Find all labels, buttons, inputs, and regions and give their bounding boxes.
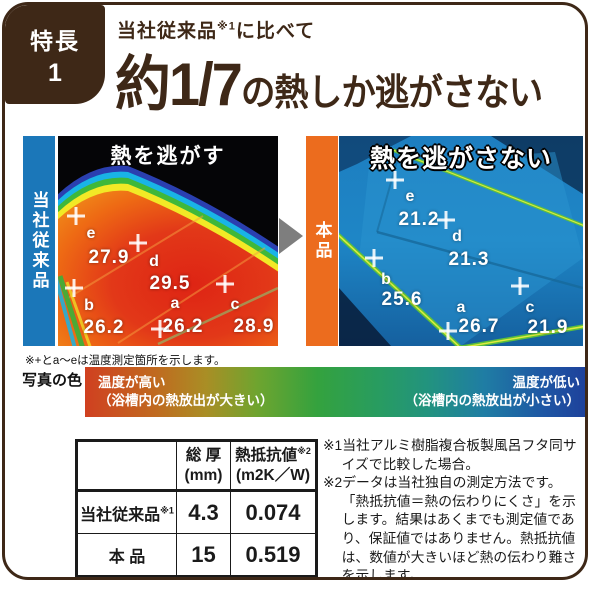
subtitle-footnote-mark: ※1 xyxy=(217,20,236,33)
thermal-image-product: 熱を逃がさない e 21.2 d 21.3 b 25.6 a 26.7 c 21… xyxy=(339,136,583,346)
measure-label: b xyxy=(84,297,94,314)
header-subtitle: 当社従来品※1に比べて xyxy=(117,16,315,43)
spec-product-name: 本 品 xyxy=(76,533,177,577)
legend-hot-line1: 温度が高い xyxy=(98,374,166,390)
measure-value: 28.9 xyxy=(233,316,275,337)
spec-conventional-resistance: 0.074 xyxy=(230,490,317,534)
spec-product-resistance: 0.519 xyxy=(230,533,317,577)
measure-cross-b xyxy=(365,249,383,267)
thermal-conventional-graphic xyxy=(58,136,278,346)
spec-table: 総 厚 (mm) 熱抵抗値※2 (m2K／W) 当社従来品※1 4.3 0.074 … xyxy=(75,439,318,577)
spec-conventional-thickness: 4.3 xyxy=(176,490,231,534)
footnotes: ※1当社アルミ樹脂複合板製風呂フタ同サイズで比較した場合。 ※2データは当社独自… xyxy=(323,437,579,580)
measure-cross-a xyxy=(439,322,457,340)
measure-value: 29.5 xyxy=(149,273,191,294)
title-tail: の熱しか逃がさない xyxy=(240,72,543,113)
measure-value: 26.7 xyxy=(458,316,500,337)
feature-badge-text: 特長 xyxy=(30,27,80,54)
measure-label: e xyxy=(86,225,96,242)
spec-header-thickness: 総 厚 (mm) xyxy=(176,440,231,492)
measure-label: e xyxy=(405,188,415,205)
measure-label: c xyxy=(230,296,240,313)
measure-cross-e xyxy=(386,171,404,189)
legend-cold-line2: （浴槽内の熱放出が小さい） xyxy=(404,393,581,408)
product-side-bar: 本品 xyxy=(306,136,338,346)
measure-label: d xyxy=(452,228,462,245)
arrow-right-icon xyxy=(279,218,303,254)
conventional-side-label: 当社従来品 xyxy=(29,191,49,291)
spec-conventional-name: 当社従来品※1 xyxy=(76,490,177,534)
measure-value: 21.3 xyxy=(448,249,490,270)
legend-cold-line1: 温度が低い xyxy=(512,374,581,390)
spec-header-resistance: 熱抵抗値※2 (m2K／W) xyxy=(230,440,317,492)
spec-row-product: 本 品 15 0.519 xyxy=(76,533,317,577)
conventional-side-bar: 当社従来品 xyxy=(23,136,55,346)
measure-cross-d xyxy=(129,234,147,252)
measure-value: 26.2 xyxy=(83,317,125,338)
subtitle-tail: に比べて xyxy=(235,21,316,42)
thermal-product-graphic xyxy=(339,136,583,346)
measurement-note: ※+とa〜eは温度測定箇所を示します。 xyxy=(25,355,226,367)
legend-cold-text: 温度が低い （浴槽内の熱放出が小さい） xyxy=(404,374,586,410)
product-side-label: 本品 xyxy=(312,221,332,261)
legend-hot-line2: （浴槽内の熱放出が大きい） xyxy=(98,393,274,408)
measure-cross-c xyxy=(511,277,529,295)
temperature-gradient-legend: 温度が高い （浴槽内の熱放出が大きい） 温度が低い （浴槽内の熱放出が小さい） xyxy=(85,367,586,417)
feature-badge-number: 1 xyxy=(48,58,62,87)
measure-label: b xyxy=(381,271,391,288)
measure-label: a xyxy=(456,299,466,316)
measure-value: 21.9 xyxy=(527,317,569,338)
feature-badge: 特長 1 xyxy=(5,5,105,104)
measure-value: 26.2 xyxy=(162,316,204,337)
measure-value: 25.6 xyxy=(381,289,423,310)
spec-product-thickness: 15 xyxy=(176,533,231,577)
subtitle-main: 当社従来品 xyxy=(117,21,218,42)
legend-label: 写真の色 xyxy=(22,372,83,389)
measure-value: 21.2 xyxy=(398,209,440,230)
feature-panel: 特長 1 当社従来品※1に比べて 約1/7の熱しか逃がさない 当社従来品 xyxy=(2,2,588,580)
measure-label: d xyxy=(149,253,159,270)
title-fraction: 約1/7 xyxy=(115,51,243,118)
footnote-1: ※1当社アルミ樹脂複合板製風呂フタ同サイズで比較した場合。 xyxy=(323,438,577,472)
measure-cross-d xyxy=(437,211,455,229)
footnote-2: ※2データは当社独自の測定方法です。「熱抵抗値＝熱の伝わりにくさ」を示します。結… xyxy=(323,475,577,580)
measure-label: c xyxy=(525,299,535,316)
conventional-caption: 熱を逃がす xyxy=(110,145,226,168)
measure-value: 27.9 xyxy=(88,247,130,268)
product-caption: 熱を逃がさない xyxy=(369,145,552,173)
page-title: 約1/7の熱しか逃がさない xyxy=(115,36,543,123)
spec-row-conventional: 当社従来品※1 4.3 0.074 xyxy=(76,490,317,534)
legend-hot-text: 温度が高い （浴槽内の熱放出が大きい） xyxy=(85,374,274,410)
measure-cross-e xyxy=(67,207,85,225)
measure-label: a xyxy=(170,295,180,312)
spec-header-empty xyxy=(76,440,177,492)
measure-cross-c xyxy=(216,275,234,293)
measure-cross-b xyxy=(65,279,83,297)
thermal-image-conventional: 熱を逃がす e 27.9 d 29.5 b 26.2 a 26.2 c 28.9 xyxy=(58,136,278,346)
spec-table-header-row: 総 厚 (mm) 熱抵抗値※2 (m2K／W) xyxy=(76,440,317,492)
